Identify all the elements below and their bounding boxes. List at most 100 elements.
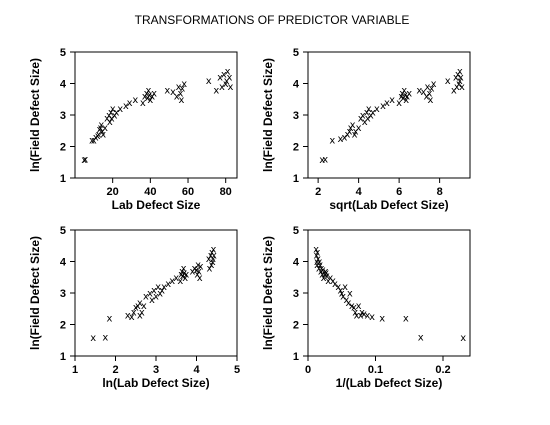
data-point: x [180, 271, 186, 282]
data-point: x [192, 263, 198, 274]
data-point: x [176, 82, 182, 93]
y-tick-label: 4 [60, 79, 67, 91]
data-point: x [362, 117, 368, 128]
data-point: x [189, 266, 195, 277]
data-point: x [91, 136, 97, 147]
data-point: x [178, 95, 184, 106]
data-point: x [227, 82, 233, 93]
data-point: x [149, 92, 155, 103]
data-point: x [349, 301, 355, 312]
data-point: x [209, 248, 215, 259]
data-point: x [364, 311, 370, 322]
data-point: x [217, 73, 223, 84]
data-point: x [398, 92, 404, 103]
x-axis-label: Lab Defect Size [112, 198, 201, 212]
data-point: x [379, 314, 385, 325]
x-tick-label: 40 [144, 186, 156, 198]
data-point: x [209, 260, 215, 271]
data-point: x [145, 93, 151, 104]
data-point: x [125, 311, 131, 322]
data-point: x [139, 307, 145, 318]
data-point: x [401, 85, 407, 96]
data-point: x [340, 292, 346, 303]
data-point: x [323, 268, 329, 279]
data-point: x [106, 111, 112, 122]
data-point: x [179, 84, 185, 95]
data-point: x [458, 73, 464, 84]
data-point: x [177, 276, 183, 287]
y-axis-label: ln(Field Defect Size) [28, 58, 42, 172]
data-point: x [151, 88, 157, 99]
data-point: x [99, 126, 105, 137]
data-point: x [365, 114, 371, 125]
data-point: x [352, 129, 358, 140]
data-point: x [314, 257, 320, 268]
data-point: x [455, 70, 461, 81]
y-tick-label: 4 [293, 79, 300, 91]
x-tick-label: 0.2 [435, 364, 450, 376]
plot-frame [307, 51, 471, 179]
data-point: x [194, 270, 200, 281]
chart-panel: 20 40 60 80 1 2 3 4 5 Lab Defect Size ln(Field Def… [28, 47, 238, 212]
data-point: x [384, 98, 390, 109]
data-point: x [89, 136, 95, 147]
x-tick-label: 80 [220, 186, 232, 198]
data-point: x [344, 295, 350, 306]
data-point: x [380, 101, 386, 112]
data-point: x [317, 257, 323, 268]
x-tick-label: 4 [356, 186, 363, 198]
x-axis-label: 1/(Lab Defect Size) [336, 376, 443, 390]
data-point: x [319, 263, 325, 274]
data-point: x [196, 266, 202, 277]
data-point: x [142, 92, 148, 103]
data-point: x [82, 154, 88, 165]
data-point: x [364, 107, 370, 118]
data-point: x [402, 90, 408, 101]
data-point: x [113, 107, 119, 118]
data-point: x [95, 131, 101, 142]
data-point: x [117, 104, 123, 115]
data-point: x [358, 311, 364, 322]
y-tick-label: 3 [293, 110, 299, 122]
data-point: x [352, 307, 358, 318]
data-point: x [369, 312, 375, 323]
data-point: x [108, 107, 114, 118]
x-tick-label: 2 [315, 186, 321, 198]
data-point: x [404, 92, 410, 103]
data-point: x [323, 266, 329, 277]
x-tick-label: 60 [182, 186, 194, 198]
x-tick-label: 4 [193, 364, 200, 376]
data-point: x [314, 260, 320, 271]
data-point: x [170, 87, 176, 98]
data-point: x [425, 82, 431, 93]
data-point: x [358, 114, 364, 125]
data-point: x [225, 66, 231, 77]
data-point: x [453, 73, 459, 84]
x-axis-label: sqrt(Lab Defect Size) [329, 198, 448, 212]
data-point: x [181, 79, 187, 90]
data-point: x [320, 265, 326, 276]
x-tick-label: 1 [72, 364, 78, 376]
data-point: x [179, 266, 185, 277]
data-point: x [211, 244, 217, 255]
data-point: x [317, 260, 323, 271]
y-tick-label: 2 [60, 142, 66, 154]
data-point: x [129, 312, 135, 323]
data-point: x [427, 88, 433, 99]
data-point: x [206, 254, 212, 265]
y-tick-label: 2 [60, 320, 66, 332]
data-point: x [109, 114, 115, 125]
data-point: x [424, 92, 430, 103]
y-axis-label: ln(Field Defect Size) [261, 236, 275, 350]
data-point: x [143, 292, 149, 303]
data-point: x [325, 276, 331, 287]
data-point: x [213, 85, 219, 96]
data-point: x [181, 268, 187, 279]
data-point: x [97, 125, 103, 136]
data-point: x [81, 155, 87, 166]
data-point: x [346, 298, 352, 309]
data-point: x [451, 85, 457, 96]
data-point: x [370, 107, 376, 118]
figure-title: TRANSFORMATIONS OF PREDICTOR VARIABLE [135, 13, 410, 27]
